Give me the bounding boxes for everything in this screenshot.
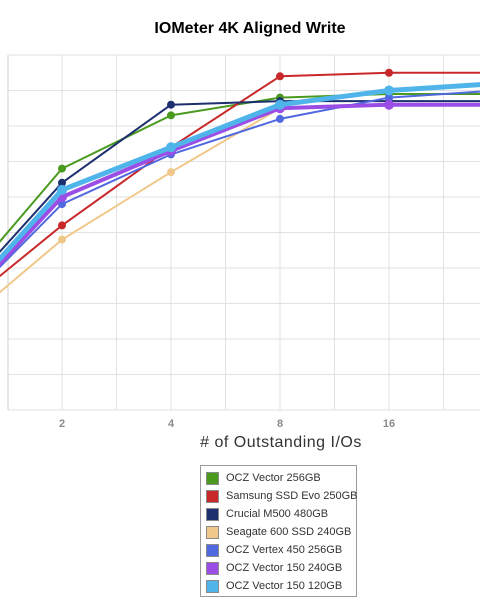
legend-label: Seagate 600 SSD 240GB [226,526,352,538]
x-tick-labels: 2 4 8 16 [59,418,395,430]
series-line [0,90,480,269]
data-point [58,235,66,244]
legend-swatch [206,471,219,485]
legend-item: OCZ Vector 150 120GB [206,577,356,595]
series-line [0,93,480,243]
data-point [58,221,66,230]
series-line [0,100,480,253]
series-layer [0,68,480,294]
data-point [166,142,176,153]
data-point [384,85,394,96]
legend-label: OCZ Vector 150 240GB [226,562,343,574]
data-point [276,72,284,81]
legend-item: OCZ Vector 256GB [206,469,356,487]
legend-swatch [206,525,219,539]
legend-swatch [206,543,219,557]
data-point [58,200,66,209]
legend-label: Samsung SSD Evo 250GB [226,490,358,502]
data-point [384,99,394,110]
legend-label: OCZ Vector 256GB [226,472,321,484]
data-point [58,178,66,187]
data-point [275,99,285,110]
legend-swatch [206,507,219,521]
series-line [0,102,480,267]
legend-swatch [206,561,219,575]
x-tick-label: 8 [277,418,283,430]
x-tick-label: 2 [59,418,65,430]
x-tick-label: 16 [383,418,395,430]
data-point [385,68,393,77]
legend-swatch [206,579,219,593]
legend-label: Crucial M500 480GB [226,508,329,520]
x-axis-label: # of Outstanding I/Os [200,434,362,451]
grid-lines [7,54,480,411]
legend-label: OCZ Vector 150 120GB [226,580,343,592]
legend-label: OCZ Vertex 450 256GB [226,544,343,556]
line-chart: 2 4 8 16 [0,54,480,430]
legend-item: OCZ Vector 150 240GB [206,559,356,577]
data-point [167,111,175,120]
data-point [57,184,67,195]
chart-title: IOMeter 4K Aligned Write [154,20,346,37]
data-point [385,93,393,102]
data-point [276,114,284,123]
x-tick-label: 4 [168,418,175,430]
legend-item: Samsung SSD Evo 250GB [206,487,358,505]
series-line [0,82,480,263]
data-point [167,100,175,109]
legend: OCZ Vector 256GB Samsung SSD Evo 250GB Cru… [200,465,357,597]
legend-item: OCZ Vertex 450 256GB [206,541,356,559]
series-ocz-vector-150-120gb [0,82,480,263]
legend-item: Crucial M500 480GB [206,505,356,523]
data-point [167,168,175,177]
legend-swatch [206,489,219,503]
series-line [0,71,480,278]
series-crucial-m500-480gb [0,97,480,253]
data-point [58,164,66,173]
legend-item: Seagate 600 SSD 240GB [206,523,356,541]
